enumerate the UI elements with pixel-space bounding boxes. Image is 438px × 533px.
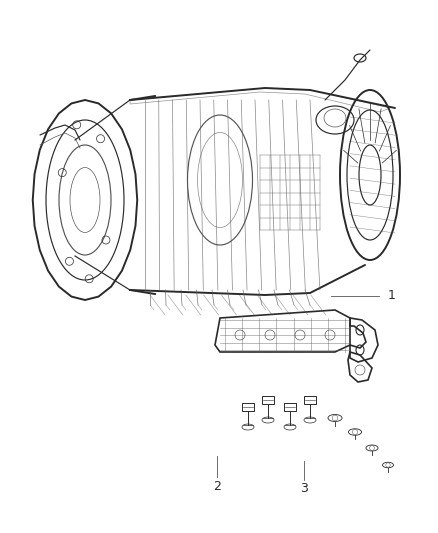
Bar (284, 403, 296, 411)
Text: 3: 3 (300, 482, 308, 495)
Text: 2: 2 (213, 480, 221, 492)
Text: 1: 1 (388, 289, 396, 302)
Bar (242, 403, 254, 411)
Bar (262, 396, 274, 404)
Bar (304, 396, 316, 404)
